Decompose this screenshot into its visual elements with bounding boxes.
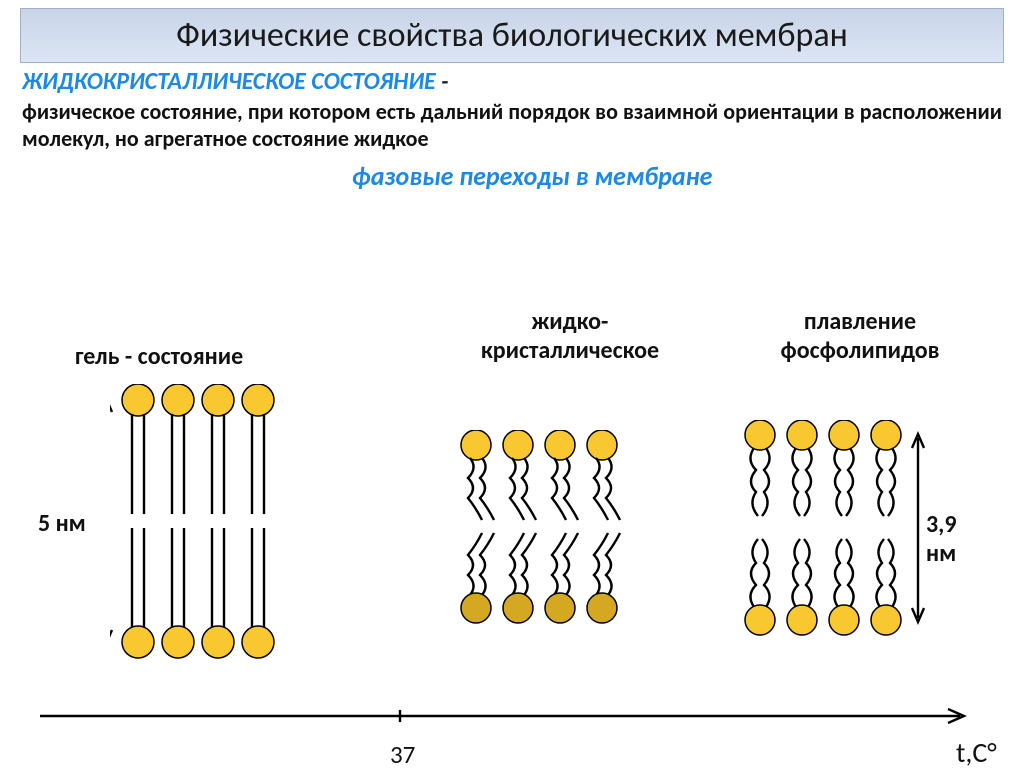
- phase-transitions-heading: фазовые переходы в мембране: [0, 160, 1024, 192]
- definition-text: физическое состояние, при котором есть д…: [22, 98, 1002, 152]
- melt-dimension-arrow: [912, 434, 924, 622]
- subtitle-row: ЖИДКОКРИСТАЛЛИЧЕСКОЕ СОСТОЯНИЕ -: [22, 67, 1004, 96]
- page-title: Физические свойства биологических мембра…: [176, 15, 848, 56]
- subtitle-dash: -: [436, 67, 449, 96]
- axis-tick-37: 37: [390, 739, 415, 770]
- temperature-axis: [30, 704, 990, 744]
- gel-dimension-arrow: [110, 398, 112, 644]
- label-melting: плавление фосфолипидов: [730, 308, 990, 366]
- melt-thickness-label: 3,9 нм: [926, 510, 980, 568]
- title-bar: Физические свойства биологических мембра…: [20, 8, 1004, 63]
- gel-thickness-label: 5 нм: [38, 509, 86, 538]
- gel-bilayer: [110, 384, 340, 679]
- label-gel: гель - состояние: [75, 342, 243, 371]
- axis-label-temperature: t,C°: [956, 735, 997, 770]
- liquid-crystal-bilayer: [456, 430, 656, 645]
- subtitle-highlight: ЖИДКОКРИСТАЛЛИЧЕСКОЕ СОСТОЯНИЕ: [22, 67, 436, 96]
- diagram-area: 5 нм: [40, 384, 980, 744]
- label-liquid-crystal: жидко- кристаллическое: [440, 308, 700, 366]
